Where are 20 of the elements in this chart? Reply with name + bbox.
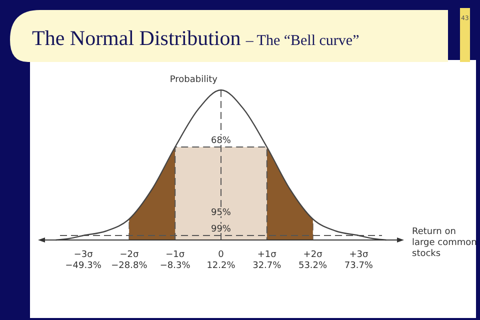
annotation: 99% — [210, 224, 232, 234]
chart-subtitle: – The “Bell curve” — [244, 33, 360, 49]
text: 0 — [218, 250, 224, 260]
x-tick-label: −8.3% — [160, 261, 191, 271]
x-tick-label: −28.8% — [111, 261, 148, 271]
text: +3σ — [349, 250, 368, 260]
x-tick-label: −49.3% — [65, 261, 102, 271]
text: −3σ — [74, 250, 94, 260]
text: +2σ — [303, 250, 323, 260]
text: −2σ — [120, 250, 139, 260]
y-axis-title: Probability — [170, 75, 218, 85]
x-tick-label: 12.2% — [206, 261, 236, 271]
x-tick-label: 32.7% — [252, 261, 282, 271]
x-axis-title: Return on large common stocks — [412, 227, 477, 259]
x-tick-label: 53.2% — [298, 261, 328, 271]
chart-title: The Normal Distribution — [32, 26, 242, 50]
text: +1σ — [257, 250, 277, 260]
text: −1σ — [166, 250, 185, 260]
band-label: 68% — [210, 136, 232, 146]
x-tick-label: 73.7% — [344, 261, 374, 271]
